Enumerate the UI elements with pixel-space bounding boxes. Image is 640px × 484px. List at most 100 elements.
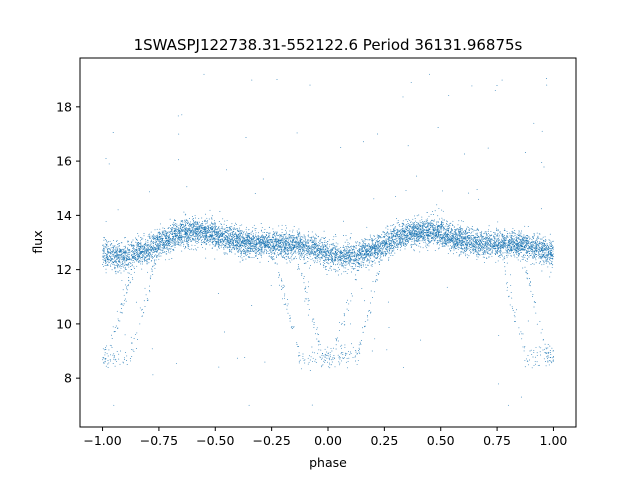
data-point — [334, 358, 336, 359]
data-point — [142, 253, 144, 255]
data-point — [137, 244, 139, 246]
data-point — [519, 251, 521, 253]
data-point — [120, 252, 122, 254]
data-point — [329, 354, 331, 356]
data-point — [379, 258, 380, 260]
data-point — [428, 231, 430, 233]
data-point — [344, 261, 346, 262]
data-point — [480, 248, 482, 250]
data-point — [523, 350, 525, 352]
data-point — [542, 257, 544, 259]
data-point — [301, 241, 303, 243]
data-point — [133, 338, 135, 339]
data-point — [156, 256, 158, 258]
data-point — [313, 246, 315, 247]
data-point — [254, 241, 256, 243]
data-point — [510, 250, 511, 252]
data-point — [183, 245, 185, 247]
data-point — [187, 245, 189, 247]
data-point — [525, 358, 527, 360]
data-point — [400, 244, 401, 246]
data-point — [469, 230, 470, 232]
data-point — [430, 223, 432, 225]
data-point — [450, 248, 452, 249]
data-point — [235, 222, 236, 224]
data-point — [214, 238, 216, 240]
data-point — [487, 240, 489, 242]
data-point — [538, 250, 540, 252]
data-point — [211, 221, 212, 223]
data-point — [126, 364, 128, 365]
data-point — [401, 243, 403, 245]
data-point — [366, 245, 368, 247]
data-point — [128, 264, 130, 266]
data-point — [151, 254, 153, 255]
data-point — [308, 245, 310, 247]
data-point — [544, 245, 546, 247]
data-point — [531, 253, 533, 255]
data-point — [298, 252, 300, 254]
data-point — [382, 241, 383, 243]
data-point — [447, 238, 449, 240]
data-point — [168, 236, 169, 238]
data-point — [175, 243, 177, 245]
data-point — [412, 231, 413, 233]
data-point — [496, 227, 498, 229]
data-point — [364, 246, 366, 248]
data-point — [313, 318, 315, 320]
data-point — [346, 261, 348, 262]
data-point — [545, 260, 547, 262]
data-point — [407, 218, 409, 220]
data-point — [205, 236, 206, 238]
data-point — [311, 236, 313, 238]
data-point — [414, 233, 416, 235]
data-point — [484, 247, 486, 249]
data-point — [513, 252, 515, 254]
data-point — [141, 255, 143, 257]
data-point — [470, 236, 472, 238]
data-point — [261, 256, 263, 258]
data-point — [150, 254, 151, 256]
data-point — [317, 254, 319, 255]
data-point — [191, 226, 193, 228]
data-point — [149, 245, 151, 247]
data-point — [413, 244, 415, 246]
data-point — [171, 223, 173, 225]
data-point — [108, 362, 110, 364]
data-point — [427, 239, 428, 241]
data-point — [427, 232, 429, 234]
data-point — [305, 244, 307, 246]
data-point — [375, 281, 377, 283]
data-point — [331, 256, 332, 258]
data-point — [450, 227, 452, 229]
data-point — [385, 248, 387, 250]
data-point — [308, 309, 310, 311]
data-point — [203, 231, 205, 232]
data-point — [304, 240, 306, 242]
data-point — [120, 267, 122, 269]
data-point — [142, 308, 143, 310]
data-point — [514, 321, 516, 322]
data-point — [223, 241, 225, 243]
data-point — [103, 362, 105, 364]
data-point — [478, 242, 480, 244]
data-point — [169, 252, 171, 254]
data-point — [335, 246, 337, 248]
data-point — [204, 242, 206, 244]
data-point — [375, 247, 377, 249]
data-point — [297, 234, 299, 236]
data-point — [365, 243, 366, 245]
data-point — [506, 230, 508, 232]
data-point — [185, 229, 187, 231]
data-point — [331, 254, 333, 256]
data-point — [471, 245, 473, 247]
data-point — [526, 277, 528, 279]
data-point — [542, 244, 544, 246]
data-point — [255, 240, 257, 242]
data-point — [351, 258, 352, 260]
data-point — [343, 312, 345, 314]
data-point — [533, 364, 535, 366]
data-point — [124, 260, 126, 262]
data-point — [212, 226, 214, 228]
data-point — [182, 240, 184, 242]
